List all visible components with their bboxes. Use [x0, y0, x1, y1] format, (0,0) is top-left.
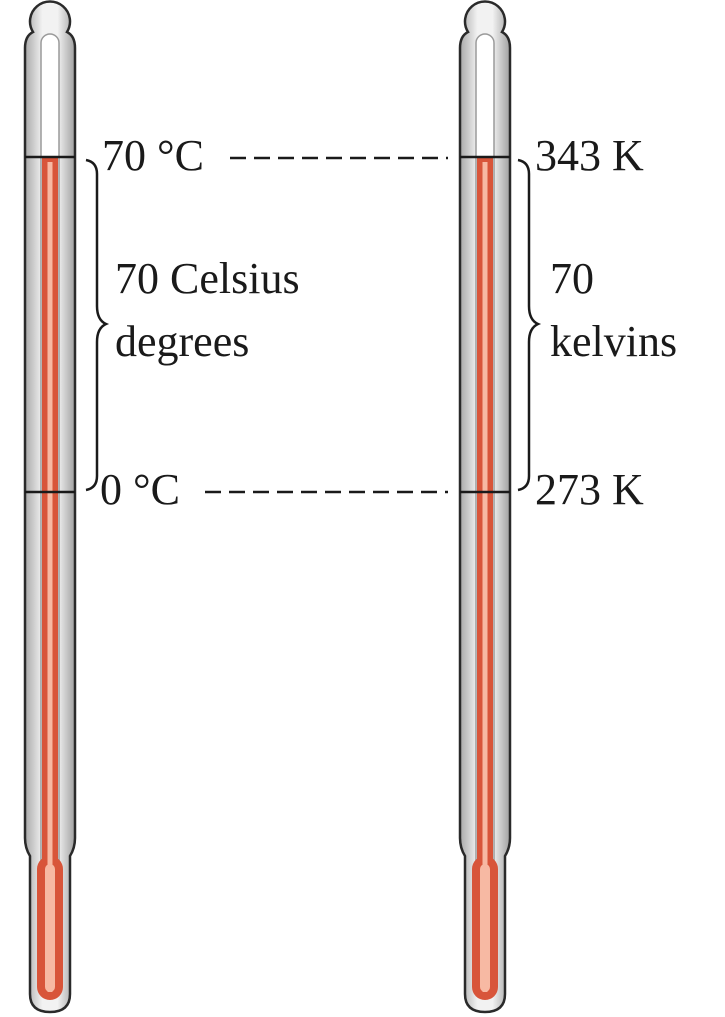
kelvin-span-label: kelvins	[550, 317, 677, 366]
celsius-span-label: degrees	[115, 317, 249, 366]
celsius-span-label: 70 Celsius	[115, 254, 300, 303]
kelvin-brace	[518, 160, 538, 490]
kelvin-top-label: 343 K	[535, 131, 644, 180]
kelvin-thermometer	[460, 1, 510, 1012]
kelvin-span-label: 70	[550, 254, 594, 303]
celsius-thermometer	[25, 1, 75, 1012]
celsius-bottom-label: 0 °C	[100, 465, 180, 514]
kelvin-bottom-label: 273 K	[535, 465, 644, 514]
celsius-brace	[86, 160, 106, 490]
celsius-top-label: 70 °C	[102, 131, 204, 180]
diagram: 70 °C 0 °C 70 Celsius degrees 343 K 273 …	[0, 0, 725, 1017]
